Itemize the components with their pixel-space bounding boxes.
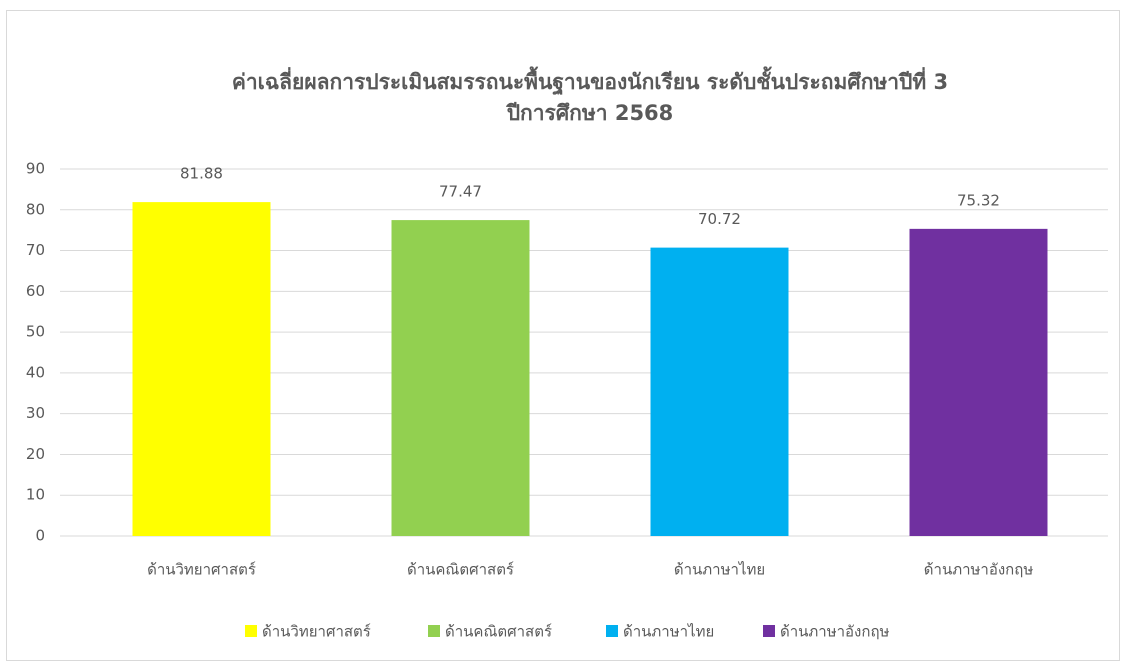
legend-label: ด้านวิทยาศาสตร์: [262, 623, 371, 641]
data-label: 70.72: [698, 210, 741, 228]
y-tick-label: 10: [26, 486, 45, 504]
y-tick-label: 20: [26, 445, 45, 463]
legend-label: ด้านภาษาอังกฤษ: [780, 623, 890, 641]
y-tick-label: 70: [26, 241, 45, 259]
bar: [391, 220, 530, 537]
data-label: 75.32: [957, 191, 1000, 209]
legend-swatch: [245, 625, 257, 637]
bar: [650, 247, 789, 536]
y-tick-label: 90: [26, 160, 45, 178]
chart-title: ปีการศึกษา 2568: [505, 101, 673, 125]
y-tick-label: 80: [26, 200, 45, 218]
y-tick-label: 60: [26, 282, 45, 300]
bar: [132, 202, 271, 536]
y-tick-label: 0: [35, 527, 45, 545]
legend-label: ด้านภาษาไทย: [623, 623, 714, 641]
y-tick-label: 40: [26, 363, 45, 381]
y-tick-label: 30: [26, 404, 45, 422]
data-label: 81.88: [180, 165, 223, 183]
bar: [909, 228, 1048, 537]
data-label: 77.47: [439, 183, 482, 201]
x-tick-label: ด้านภาษาไทย: [674, 561, 765, 579]
x-tick-label: ด้านภาษาอังกฤษ: [924, 561, 1034, 579]
legend-swatch: [763, 625, 775, 637]
y-tick-label: 50: [26, 323, 45, 341]
chart-title: ค่าเฉลี่ยผลการประเมินสมรรถนะพื้นฐานของนั…: [232, 66, 948, 96]
x-tick-label: ด้านวิทยาศาสตร์: [147, 561, 256, 579]
legend-swatch: [606, 625, 618, 637]
legend-label: ด้านคณิตศาสตร์: [445, 623, 552, 641]
x-tick-label: ด้านคณิตศาสตร์: [407, 561, 514, 579]
legend-swatch: [428, 625, 440, 637]
